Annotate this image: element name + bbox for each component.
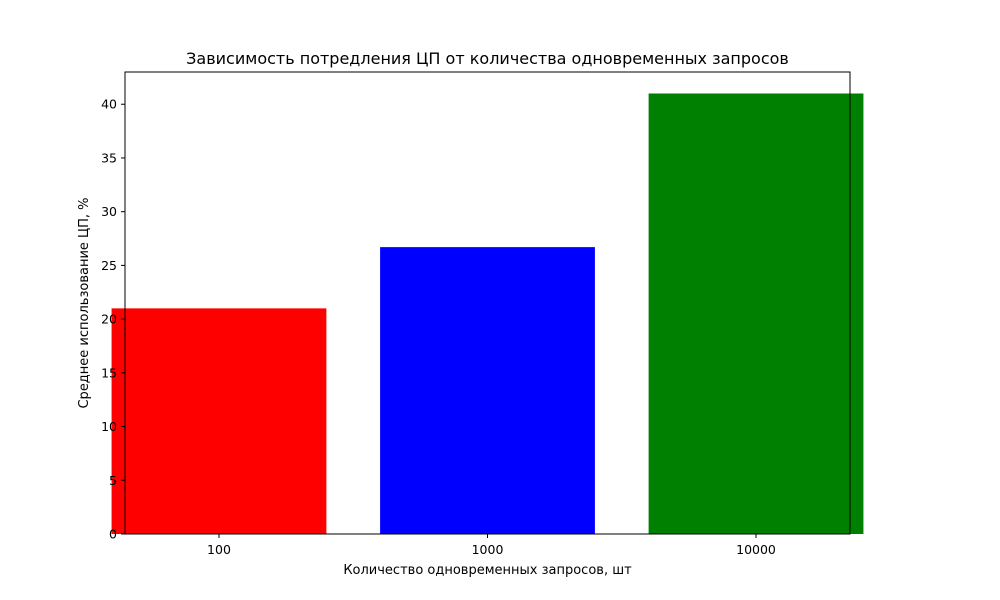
bar-100 — [111, 308, 327, 534]
chart-title: Зависимость потредления ЦП от количества… — [186, 49, 789, 68]
y-axis-ticks: 0 5 10 15 20 25 30 35 40 — [101, 97, 125, 542]
x-axis-ticks: 100 1000 10000 — [207, 534, 776, 557]
y-tick-label: 15 — [101, 365, 117, 380]
y-tick-label: 25 — [101, 258, 117, 273]
bar-1000 — [380, 247, 595, 534]
x-tick-label: 1000 — [472, 542, 504, 557]
y-tick-label: 10 — [101, 419, 117, 434]
y-axis-label: Среднее использование ЦП, % — [77, 197, 92, 408]
x-tick-label: 100 — [207, 542, 231, 557]
bar-10000 — [648, 93, 864, 534]
y-tick-label: 5 — [109, 473, 117, 488]
x-axis-label: Количество одновременных запросов, шт — [343, 563, 632, 578]
y-tick-label: 30 — [101, 204, 117, 219]
y-tick-label: 35 — [101, 150, 117, 165]
y-tick-label: 20 — [101, 312, 117, 327]
y-tick-label: 40 — [101, 97, 117, 112]
x-tick-label: 10000 — [736, 542, 776, 557]
plot-frame — [124, 71, 851, 535]
bars-group — [111, 93, 864, 534]
y-tick-label: 0 — [109, 527, 117, 542]
